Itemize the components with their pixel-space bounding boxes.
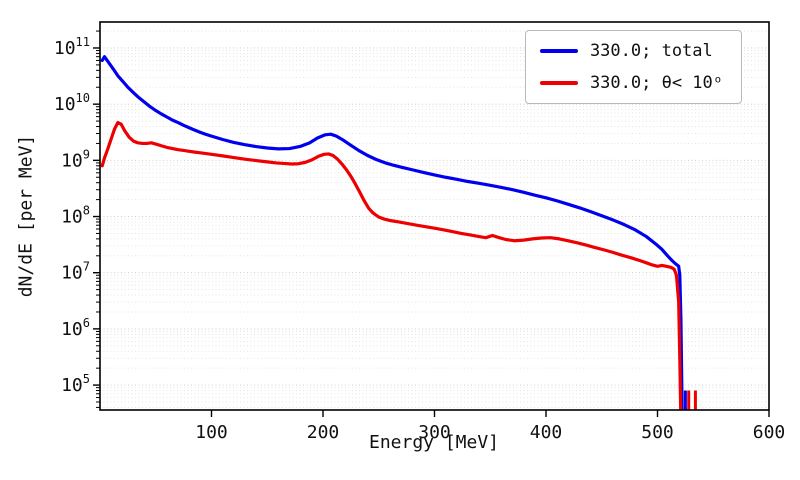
y-tick-label: 108: [61, 204, 90, 228]
x-tick-label: 600: [753, 422, 786, 443]
series-line-1: [100, 120, 683, 410]
y-tick-label: 1010: [54, 91, 90, 115]
y-tick-label: 105: [61, 372, 90, 396]
y-axis-label: dN/dE [per MeV]: [15, 134, 37, 298]
legend-label-theta: 330.0; θ< 10ᵒ: [589, 73, 723, 93]
x-tick-label: 400: [530, 422, 563, 443]
y-tick-label: 106: [61, 316, 90, 340]
x-axis-label: Energy [MeV]: [368, 432, 500, 453]
legend-line-theta: [539, 81, 578, 85]
x-tick-label: 300: [418, 422, 451, 443]
x-tick-label: 100: [195, 422, 228, 443]
legend-label-total: 330.0; total: [589, 41, 713, 61]
legend: 330.0; total 330.0; θ< 10ᵒ: [524, 30, 742, 104]
legend-item-total: 330.0; total: [539, 41, 723, 61]
legend-item-theta: 330.0; θ< 10ᵒ: [539, 73, 723, 93]
y-tick-label: 1011: [54, 35, 90, 59]
series-line-0: [100, 55, 684, 410]
y-tick-label: 109: [61, 147, 90, 171]
x-tick-label: 500: [641, 422, 674, 443]
y-tick-label: 107: [61, 260, 90, 284]
legend-line-total: [539, 49, 578, 53]
x-tick-label: 200: [307, 422, 340, 443]
